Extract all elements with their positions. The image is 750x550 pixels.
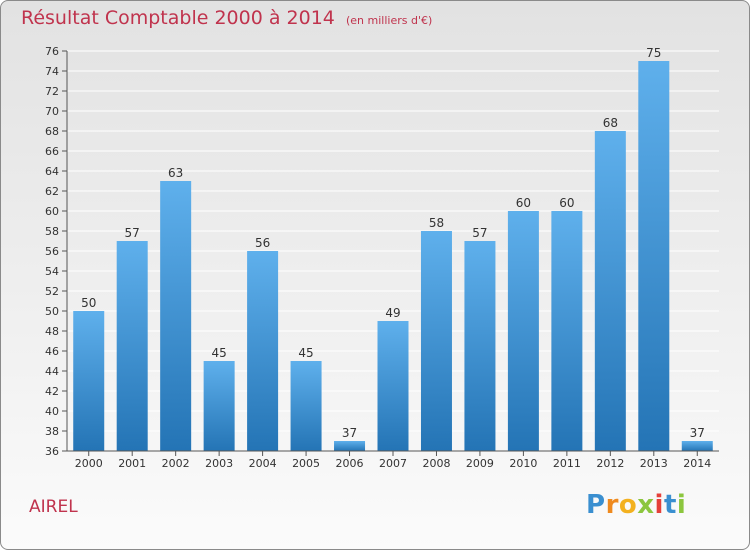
y-tick-label: 62 [45,185,59,198]
bar-2004 [247,251,279,451]
bar-2012 [594,131,626,451]
x-tick-label: 2010 [509,457,537,470]
logo-letter: x [637,490,655,520]
x-tick-label: 2011 [553,457,581,470]
bar-2013 [638,61,670,451]
x-tick-label: 2002 [162,457,190,470]
bar-value-label: 68 [603,116,618,130]
y-tick-label: 54 [45,265,59,278]
x-tick-label: 2003 [205,457,233,470]
y-tick-label: 42 [45,385,59,398]
bar-value-label: 63 [168,166,183,180]
bar-value-label: 45 [298,346,313,360]
x-tick-label: 2008 [422,457,450,470]
x-tick-label: 2005 [292,457,320,470]
bar-value-label: 45 [211,346,226,360]
bar-2011 [551,211,583,451]
y-tick-label: 36 [45,445,59,458]
logo-letter: r [605,490,619,520]
bar-2007 [377,321,409,451]
y-tick-label: 38 [45,425,59,438]
y-tick-label: 58 [45,225,59,238]
bar-2002 [160,181,192,451]
x-tick-label: 2014 [683,457,711,470]
y-tick-label: 64 [45,165,59,178]
y-tick-label: 50 [45,305,59,318]
y-tick-label: 56 [45,245,59,258]
bar-value-label: 49 [385,306,400,320]
logo-letter: i [676,490,687,520]
x-tick-label: 2012 [596,457,624,470]
logo-letter: t [663,490,677,520]
bar-value-label: 56 [255,236,270,250]
bars: 50 57 63 45 56 45 37 49 58 57 60 60 68 75 37 [73,46,713,451]
x-tick-label: 2006 [336,457,364,470]
bar-value-label: 37 [690,426,705,440]
x-tick-label: 2000 [75,457,103,470]
bar-2009 [464,241,496,451]
bar-2010 [507,211,539,451]
x-tick-label: 2001 [118,457,146,470]
bar-2001 [116,241,148,451]
chart-subtitle: (en milliers d'€) [345,14,433,27]
logo-letter: o [618,490,638,520]
x-tick-label: 2004 [249,457,277,470]
y-tick-label: 72 [45,85,59,98]
commune-name: AIREL [29,497,78,517]
y-tick-label: 70 [45,105,59,118]
bar-value-label: 60 [559,196,574,210]
bar-value-label: 57 [125,226,140,240]
chart-title-block: Résultat Comptable 2000 à 2014 (en milli… [21,7,432,29]
y-tick-label: 44 [45,365,59,378]
chart-title: Résultat Comptable 2000 à 2014 [21,7,335,29]
bar-value-label: 75 [646,46,661,60]
bar-2000 [73,311,105,451]
x-tick-label: 2009 [466,457,494,470]
x-tick-label: 2013 [640,457,668,470]
x-axis: 2000 2001 2002 2003 2004 2005 2006 2007 2008 2009… [67,450,719,470]
bar-value-label: 50 [81,296,96,310]
x-tick-label: 2007 [379,457,407,470]
y-tick-label: 76 [45,45,59,58]
bar-value-label: 37 [342,426,357,440]
y-tick-label: 40 [45,405,59,418]
bar-2003 [203,361,235,451]
y-tick-label: 46 [45,345,59,358]
bar-2014 [681,441,713,451]
bar-value-label: 60 [516,196,531,210]
bar-value-label: 57 [472,226,487,240]
bar-2006 [334,441,366,451]
logo-letter: i [654,490,664,520]
y-tick-label: 68 [45,125,59,138]
y-tick-label: 74 [45,65,59,78]
bar-2005 [290,361,322,451]
bar-value-label: 58 [429,216,444,230]
y-tick-label: 60 [45,205,59,218]
bar-2008 [420,231,452,451]
y-tick-label: 48 [45,325,59,338]
y-axis: 36 38 40 42 44 46 48 50 52 54 56 58 60 62 64 66 68 70 72 74… [45,45,68,458]
logo-letter: P [586,490,606,520]
proxiti-logo: Proxiti [586,490,686,520]
y-tick-label: 66 [45,145,59,158]
y-tick-label: 52 [45,285,59,298]
